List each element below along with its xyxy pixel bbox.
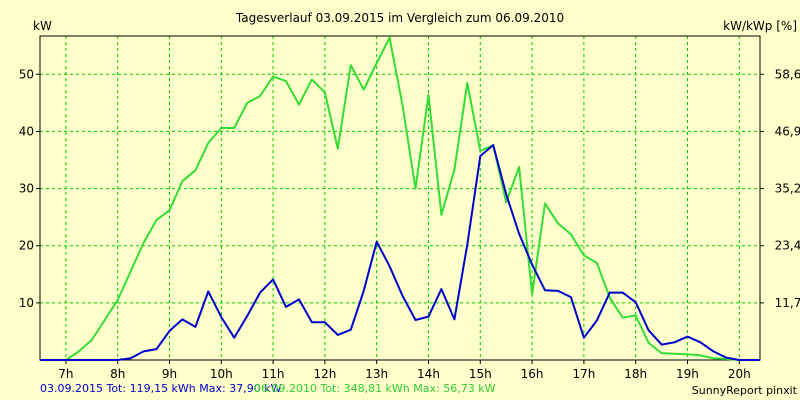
grid-lines — [40, 36, 760, 360]
x-tick-label: 13h — [365, 367, 388, 381]
y-left-tick-label: 40 — [19, 124, 34, 138]
x-tick-label: 18h — [624, 367, 647, 381]
x-tick-label: 8h — [110, 367, 125, 381]
x-tick-label: 20h — [728, 367, 751, 381]
x-tick-label: 12h — [313, 367, 336, 381]
series-lines — [40, 36, 760, 361]
plot-frame — [39, 35, 761, 361]
y-right-tick-label: 46,9 — [775, 124, 800, 138]
y-left-tick-label: 20 — [19, 239, 34, 253]
legend-series-2010: 06.09.2010 Tot: 348,81 kWh Max: 56,73 kW — [254, 382, 496, 395]
y-right-tick-label: 35,2 — [775, 182, 800, 196]
x-tick-label: 16h — [521, 367, 544, 381]
y-axis-left-label: kW — [33, 19, 52, 33]
y-right-tick-label: 58,6 — [775, 67, 800, 81]
x-tick-label: 19h — [676, 367, 699, 381]
x-tick-label: 17h — [572, 367, 595, 381]
x-tick-label: 9h — [162, 367, 177, 381]
axis-ticks: 7h 8h 9h 10h 11h 12h 13h 14h 15h 16h 17h 18h 19h 20h 1… — [19, 67, 800, 381]
x-tick-label: 10h — [210, 367, 233, 381]
series-line-2010 — [40, 36, 760, 361]
legend-series-2015: 03.09.2015 Tot: 119,15 kWh Max: 37,90 kW — [40, 382, 282, 395]
x-tick-label: 14h — [417, 367, 440, 381]
x-tick-label: 7h — [58, 367, 73, 381]
y-left-tick-label: 10 — [19, 296, 34, 310]
x-tick-label: 15h — [469, 367, 492, 381]
y-right-tick-label: 23,4 — [775, 239, 800, 253]
y-axis-right-label: kW/kWp [%] — [723, 19, 797, 33]
credit-text: SunnyReport pinxit — [692, 384, 798, 397]
chart-title: Tagesverlauf 03.09.2015 im Vergleich zum… — [235, 11, 564, 25]
x-tick-label: 11h — [262, 367, 285, 381]
y-left-tick-label: 30 — [19, 182, 34, 196]
series-line-2015 — [40, 144, 760, 361]
y-left-tick-label: 50 — [19, 67, 34, 81]
y-right-tick-label: 11,7 — [775, 296, 800, 310]
